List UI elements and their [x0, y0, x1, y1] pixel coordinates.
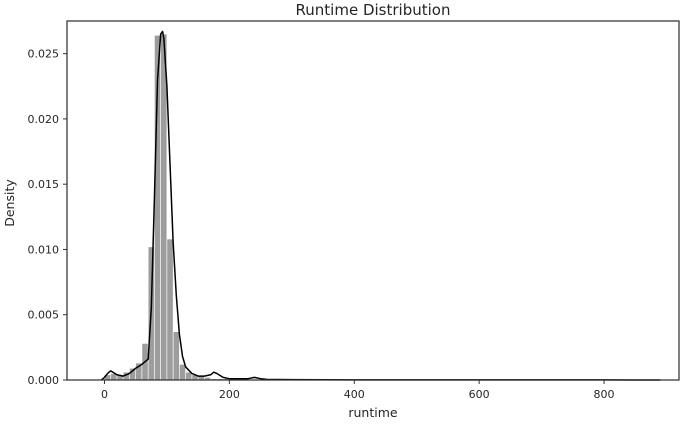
y-tick-label: 0.000 [28, 374, 60, 387]
histogram-bar [172, 331, 180, 381]
plot-frame [66, 20, 680, 381]
kde-curve-group [100, 30, 661, 381]
y-tick-label: 0.010 [28, 243, 60, 256]
y-axis-ticks: 0.000 0.005 0.010 0.015 0.020 0.025 [28, 48, 67, 387]
y-tick-label: 0.025 [28, 48, 60, 61]
chart-title: Runtime Distribution [296, 1, 451, 19]
x-axis-ticks: 0 200 400 600 800 [101, 380, 615, 401]
y-tick-label: 0.015 [28, 178, 60, 191]
x-tick-label: 200 [219, 388, 240, 401]
x-tick-label: 800 [594, 388, 615, 401]
kde-line [100, 30, 661, 381]
histogram-bar [160, 33, 168, 381]
histogram-bar [179, 364, 186, 381]
histogram-bar [166, 238, 174, 381]
y-axis-label: Density [2, 179, 17, 227]
x-tick-label: 0 [101, 388, 108, 401]
histogram-bars [104, 33, 661, 381]
x-tick-label: 400 [344, 388, 365, 401]
x-tick-label: 600 [469, 388, 490, 401]
y-tick-label: 0.005 [28, 309, 60, 322]
y-tick-label: 0.020 [28, 113, 60, 126]
x-axis-label: runtime [348, 405, 398, 420]
